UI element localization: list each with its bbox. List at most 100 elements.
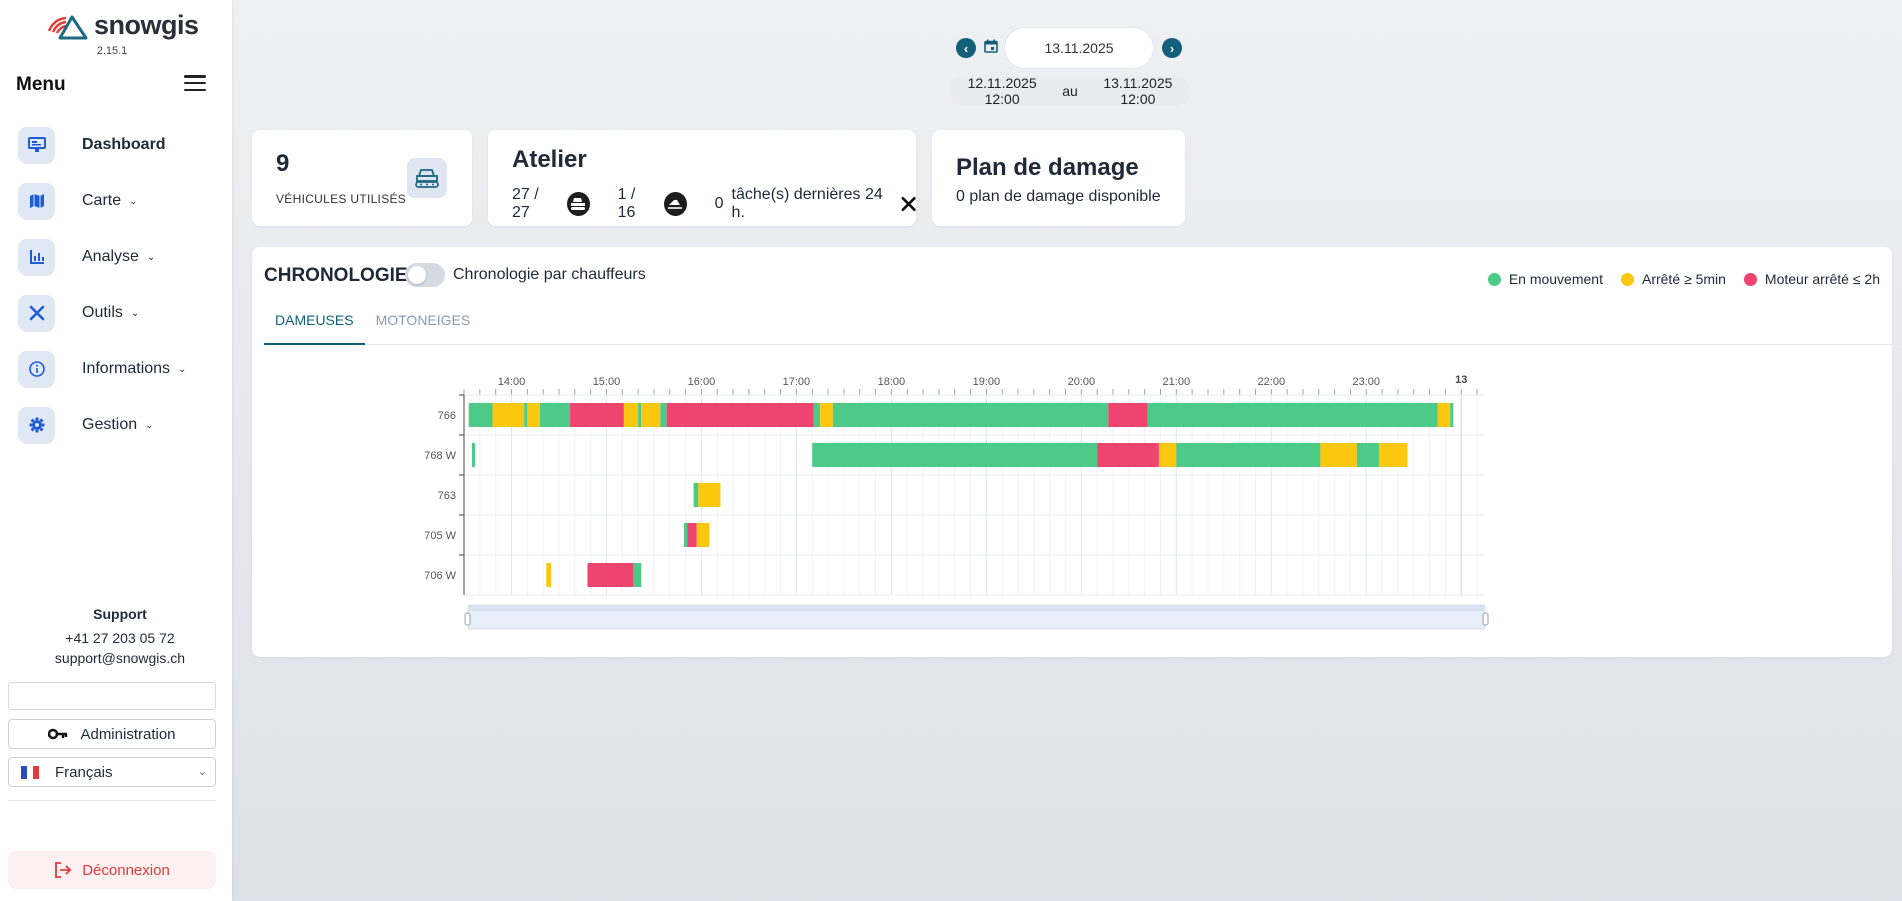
- timeline-segment[interactable]: [687, 523, 697, 547]
- timeline-segment[interactable]: [524, 403, 528, 427]
- legend-item[interactable]: Moteur arrêté ≤ 2h: [1743, 271, 1880, 287]
- gear-icon: [18, 406, 55, 444]
- timeline-segment[interactable]: [539, 403, 571, 427]
- timeline-segment[interactable]: [570, 403, 624, 427]
- next-day-button[interactable]: ›: [1162, 38, 1182, 58]
- chevron-down-icon: ⌄: [178, 363, 187, 375]
- divider: [8, 800, 216, 801]
- timeline-segment[interactable]: [832, 403, 1109, 427]
- tab-dameuses[interactable]: DAMEUSES: [264, 309, 365, 345]
- legend: En mouvement Arrêté ≥ 5min Moteur arrêté…: [1487, 271, 1880, 287]
- chevron-down-icon: ⌄: [129, 195, 138, 207]
- sidebar-item-gestion[interactable]: Gestion ⌄: [18, 405, 154, 445]
- sidebar-item-dashboard[interactable]: Dashboard: [18, 125, 166, 165]
- chevron-down-icon: ⌄: [145, 419, 154, 431]
- tab-motoneiges[interactable]: MOTONEIGES: [375, 312, 471, 328]
- previous-day-button[interactable]: ‹: [956, 38, 976, 58]
- driver-chronology-toggle[interactable]: [405, 263, 445, 287]
- blank-field[interactable]: [8, 682, 216, 710]
- range-slider-left-handle[interactable]: [464, 612, 471, 626]
- x-tick-label: 18:00: [878, 376, 906, 388]
- vehicles-used-card: 9 VÉHICULES UTILISÉS: [252, 130, 472, 226]
- legend-item[interactable]: En mouvement: [1487, 271, 1603, 287]
- support-email[interactable]: support@snowgis.ch: [54, 650, 186, 666]
- logout-button[interactable]: Déconnexion: [8, 851, 216, 889]
- timeline-segment[interactable]: [623, 403, 639, 427]
- chevron-down-icon: ⌄: [130, 307, 140, 319]
- timeline-segment[interactable]: [1158, 443, 1177, 467]
- logout-label: Déconnexion: [82, 861, 170, 879]
- timeline-segment[interactable]: [1356, 443, 1379, 467]
- timeline-segment[interactable]: [546, 563, 552, 587]
- legend-item[interactable]: Arrêté ≥ 5min: [1620, 271, 1726, 287]
- timeline-segment[interactable]: [638, 403, 642, 427]
- timeline-segment[interactable]: [1176, 443, 1321, 467]
- range-separator: au: [1062, 83, 1078, 99]
- sidebar-item-analyse[interactable]: Analyse ⌄: [18, 237, 155, 277]
- x-tick-label: 20:00: [1068, 376, 1096, 388]
- atelier-title: Atelier: [512, 146, 587, 173]
- legend-label: Arrêté ≥ 5min: [1641, 271, 1726, 287]
- timeline-segment[interactable]: [1108, 403, 1148, 427]
- timeline-segment[interactable]: [812, 443, 1098, 467]
- hamburger-menu-icon[interactable]: [184, 75, 206, 91]
- vehicle-tabs: DAMEUSES MOTONEIGES: [264, 309, 1902, 345]
- timeline-segment[interactable]: [468, 403, 493, 427]
- info-icon: [18, 350, 55, 388]
- timeline-segment[interactable]: [696, 523, 710, 547]
- legend-dot: [1620, 272, 1634, 286]
- range-slider-right-handle[interactable]: [1482, 612, 1489, 626]
- timeline-segment[interactable]: [641, 403, 661, 427]
- timeline-segment[interactable]: [633, 563, 642, 587]
- map-icon: [18, 182, 55, 220]
- range-slider-band: [468, 605, 1485, 611]
- timeline-segment[interactable]: [1147, 403, 1438, 427]
- row-label: 766: [438, 410, 456, 422]
- language-select[interactable]: Français ⌄: [8, 757, 216, 787]
- sidebar-item-carte[interactable]: Carte ⌄: [18, 181, 138, 221]
- date-navigator: ‹ 13.11.2025 ›: [956, 27, 1182, 69]
- row-label: 763: [438, 490, 456, 502]
- x-tick-label: 16:00: [688, 376, 716, 388]
- day-marker-label: 13: [1455, 374, 1467, 386]
- timeline-segment[interactable]: [1097, 443, 1159, 467]
- calendar-icon[interactable]: [984, 39, 998, 58]
- groomers-count: 27 / 27: [512, 186, 539, 221]
- snowgis-logo-icon: [47, 15, 88, 39]
- groomer-icon: [407, 158, 447, 198]
- row-label: 768 W: [424, 450, 456, 462]
- timeline-segment[interactable]: [666, 403, 814, 427]
- timeline-segment[interactable]: [693, 483, 699, 507]
- administration-button[interactable]: Administration: [8, 719, 216, 749]
- timeline-segment[interactable]: [471, 443, 476, 467]
- row-label: 706 W: [424, 570, 456, 582]
- timeline-segment[interactable]: [1437, 403, 1451, 427]
- timeline-segment[interactable]: [660, 403, 667, 427]
- timeline-segment[interactable]: [820, 403, 833, 427]
- vehicles-used-value: 9: [276, 150, 290, 177]
- legend-label: En mouvement: [1508, 271, 1603, 287]
- support-phone[interactable]: +41 27 203 05 72: [65, 630, 175, 646]
- timeline-segment[interactable]: [492, 403, 525, 427]
- sidebar-item-outils[interactable]: Outils ⌄: [18, 293, 139, 333]
- menu-title: Menu: [16, 74, 66, 95]
- sidebar-item-informations[interactable]: Informations ⌄: [18, 349, 186, 389]
- sidebar-item-label: Gestion: [82, 416, 138, 433]
- timeline-segment[interactable]: [684, 523, 688, 547]
- timeline-segment[interactable]: [813, 403, 821, 427]
- timeline-segment[interactable]: [1378, 443, 1408, 467]
- atelier-stats: 27 / 27 1 / 16 0 tâche(s) dernières 24 h…: [512, 186, 916, 222]
- timeline-segment[interactable]: [1450, 403, 1454, 427]
- timeline-segment[interactable]: [1320, 443, 1357, 467]
- snowmobiles-count: 1 / 16: [617, 186, 636, 221]
- app-logo[interactable]: snowgis: [46, 10, 199, 41]
- brand-name: snowgis: [94, 10, 199, 40]
- x-tick-label: 21:00: [1163, 376, 1191, 388]
- timeline-segment[interactable]: [698, 483, 721, 507]
- support-title: Support: [93, 606, 147, 622]
- legend-dot: [1487, 272, 1501, 286]
- chronology-title: CHRONOLOGIE: [264, 265, 408, 286]
- timeline-segment[interactable]: [527, 403, 540, 427]
- date-input[interactable]: 13.11.2025: [1004, 27, 1154, 69]
- timeline-segment[interactable]: [587, 563, 634, 587]
